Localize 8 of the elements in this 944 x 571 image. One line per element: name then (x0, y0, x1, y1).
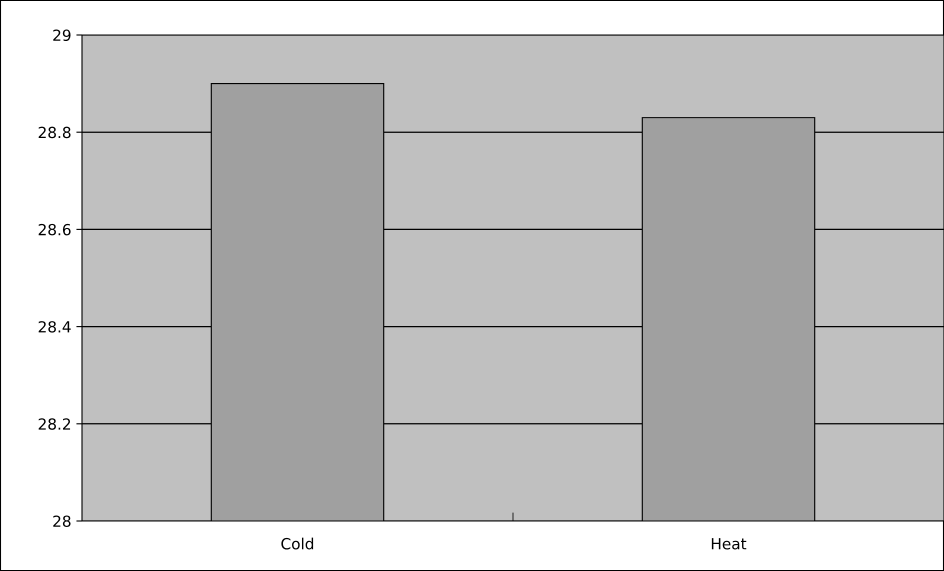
y-tick-label: 28.4 (38, 321, 71, 333)
x-tick-label: Cold (281, 538, 314, 550)
y-tick-label: 28.8 (38, 126, 71, 138)
y-tick-label: 28.2 (38, 418, 70, 430)
y-tick-label: 29 (53, 29, 71, 42)
y-tick-label: 28.6 (38, 224, 71, 236)
y-tick-label: 28 (53, 515, 71, 528)
x-tick-label: Heat (712, 538, 746, 550)
